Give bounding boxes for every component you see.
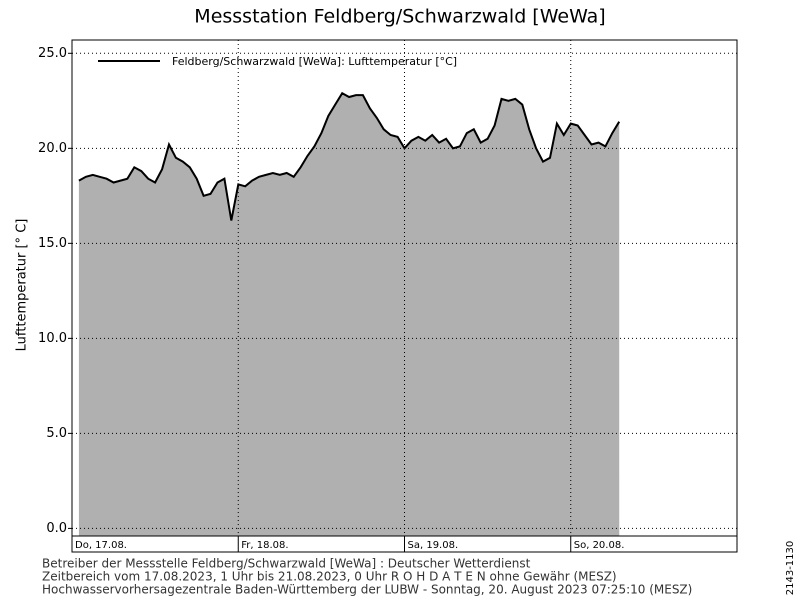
x-tick-label: So, 20.08. bbox=[574, 540, 625, 551]
chart-title: Messstation Feldberg/Schwarzwald [WeWa] bbox=[194, 6, 605, 28]
legend-label: Feldberg/Schwarzwald [WeWa]: Lufttempera… bbox=[172, 55, 457, 68]
x-tick-label: Fr, 18.08. bbox=[241, 540, 288, 551]
y-tick-label: 20.0 bbox=[38, 141, 67, 156]
area bbox=[78, 93, 620, 536]
y-axis-label: Lufttemperatur [° C] bbox=[15, 219, 30, 352]
y-tick-label: 25.0 bbox=[38, 46, 67, 61]
y-tick-label: 10.0 bbox=[38, 331, 67, 346]
y-tick-label: 5.0 bbox=[46, 426, 67, 441]
footer-line: Hochwasservorhersagezentrale Baden-Württ… bbox=[42, 583, 692, 597]
line bbox=[78, 91, 621, 221]
side-note: 2143-1130 bbox=[785, 541, 796, 596]
footer-line: Betreiber der Messstelle Feldberg/Schwar… bbox=[42, 557, 531, 571]
y-tick-label: 15.0 bbox=[38, 236, 67, 251]
y-tick-label: 0.0 bbox=[46, 521, 67, 536]
x-tick-label: Sa, 19.08. bbox=[408, 540, 459, 551]
footer-line: Zeitbereich vom 17.08.2023, 1 Uhr bis 21… bbox=[42, 570, 617, 584]
plot-frame bbox=[71, 39, 738, 553]
x-tick-label: Do, 17.08. bbox=[75, 540, 127, 551]
